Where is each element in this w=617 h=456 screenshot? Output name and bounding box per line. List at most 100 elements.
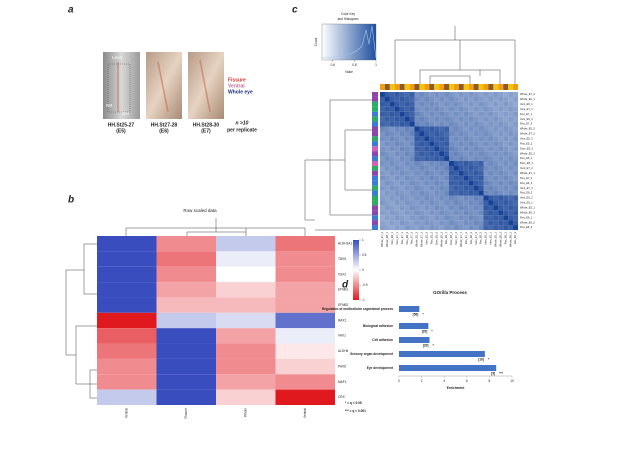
correlation-cell [503,106,509,112]
correlation-cell [463,116,469,122]
correlation-cell [394,126,400,132]
sample-color [372,190,378,196]
heatmap-cell [216,328,276,344]
correlation-cell [478,180,484,186]
correlation-cell [449,146,454,152]
correlation-cell [498,165,504,171]
correlation-cell [463,180,469,186]
correlation-cell [414,170,420,176]
correlation-cell [453,175,459,181]
heatmap-cell [97,236,157,252]
key-tick-label: 0.6 [331,63,336,67]
correlation-cell [498,106,504,112]
sample-color [372,92,378,97]
row-label: Whole_E6_3 [520,210,535,214]
legend-entry: * = q < 0.05 [345,401,362,405]
key-tick-label: 1 [362,238,364,242]
correlation-cell [478,190,484,196]
column-label: Whole_E5_2 [439,231,443,246]
correlation-cell [399,106,405,112]
correlation-cell [468,185,474,191]
sample-color [372,106,378,112]
correlation-cell [503,111,509,117]
correlation-cell [424,165,430,171]
correlation-cell [409,116,415,122]
correlation-cell [449,190,454,196]
correlation-cell [493,195,499,201]
correlation-cell [429,205,435,211]
correlation-cell [429,121,435,127]
count-label: [10] [478,357,484,361]
correlation-cell [389,185,395,191]
key-tick-label: 0 [362,268,364,272]
photo [103,52,140,119]
correlation-cell [458,195,464,201]
correlation-cell [414,165,420,171]
correlation-cell [498,111,504,117]
correlation-cell [380,116,385,122]
correlation-cell [409,180,415,186]
roi-box [107,63,131,113]
correlation-cell [380,136,385,142]
heatmap-cell [216,343,276,359]
heatmap-cell [97,282,157,298]
correlation-cell [429,151,435,157]
correlation-cell [399,220,405,226]
correlation-cell [424,116,430,122]
correlation-cell [409,156,415,162]
correlation-cell [384,111,390,117]
sample-color [372,200,378,206]
correlation-cell [483,96,489,102]
heatmap-cell [97,328,157,344]
correlation-cell [404,190,410,196]
correlation-cell [473,111,479,117]
key-title: and Histogram [338,17,359,21]
correlation-cell [404,215,410,221]
column-label: Vent_E5_3 [425,231,429,244]
correlation-cell [394,146,400,152]
correlation-cell [444,195,450,201]
correlation-cell [384,156,390,162]
correlation-cell [513,200,519,206]
correlation-cell [453,220,459,226]
correlation-cell [449,161,454,166]
correlation-cell [404,161,410,166]
correlation-cell [424,215,430,221]
correlation-cell [394,195,400,201]
correlation-cell [380,156,385,162]
correlation-cell [434,106,440,112]
correlation-cell [444,156,450,162]
correlation-cell [463,185,469,191]
correlation-cell [394,101,400,107]
correlation-cell [483,170,489,176]
correlation-cell [463,146,469,152]
correlation-cell [463,141,469,147]
x-tick-label: 0 [398,379,400,383]
y-tick-label: Cell adhesion [372,338,393,342]
correlation-cell [384,180,390,186]
column-label: Vent_E5_2 [484,231,488,244]
correlation-cell [508,170,514,176]
row-label: Vent_E7_2 [520,166,533,170]
correlation-cell [380,126,385,132]
correlation-cell [508,116,514,122]
correlation-cell [503,190,509,196]
correlation-cell [463,225,469,231]
correlation-cell [513,126,519,132]
correlation-cell [384,210,390,216]
correlation-cell [453,141,459,147]
correlation-cell [493,136,499,142]
correlation-cell [458,185,464,191]
correlation-cell [473,101,479,107]
heatmap-cell [275,374,335,390]
correlation-cell [468,165,474,171]
correlation-cell [478,205,484,211]
correlation-cell [449,210,454,216]
correlation-cell [498,220,504,226]
correlation-cell [493,210,499,216]
correlation-cell [424,151,430,157]
correlation-cell [498,96,504,102]
correlation-cell [488,170,494,176]
correlation-cell [498,185,504,191]
heatmap-cell [156,266,216,283]
